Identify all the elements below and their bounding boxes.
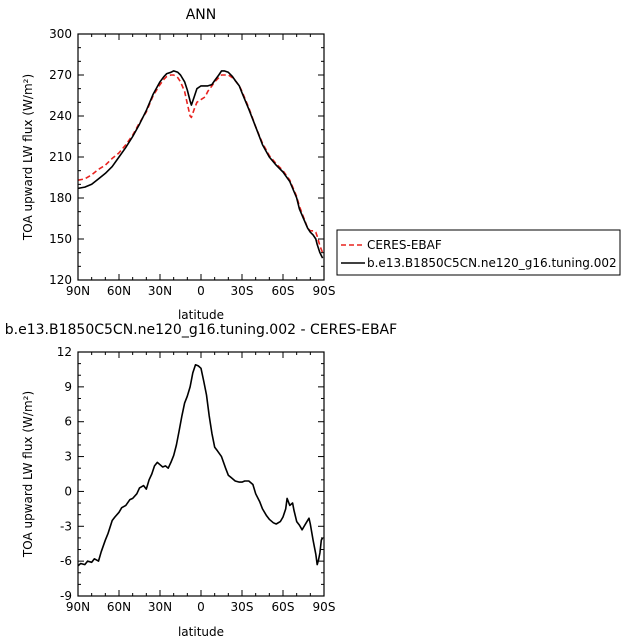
- bottom-ytick-label: -6: [60, 554, 72, 568]
- top-x-axis-label: latitude: [178, 308, 224, 322]
- top-y-axis-label-text: TOA upward LW flux (W/m²): [21, 74, 35, 241]
- top-xtick-label: 60N: [107, 284, 131, 298]
- top-xtick-label: 0: [197, 284, 205, 298]
- top-line-0-ceres-ebaf: [77, 74, 324, 253]
- bottom-panel-title: b.e13.B1850C5CN.ne120_g16.tuning.002 - C…: [5, 322, 397, 338]
- top-plot-frame: [77, 33, 325, 281]
- bottom-ytick-label: 6: [64, 415, 72, 429]
- top-line-1-b-e13-b1850c5cn-ne120-g16-tuning-002: [77, 70, 324, 259]
- top-ytick-label: 240: [49, 109, 72, 123]
- bottom-ytick-label: 3: [64, 450, 72, 464]
- top-ytick-label: 180: [49, 191, 72, 205]
- bottom-x-axis-label: latitude: [178, 625, 224, 639]
- bottom-ytick-label: 12: [57, 345, 72, 359]
- top-legend: CERES-EBAF b.e13.B1850C5CN.ne120_g16.tuni…: [336, 229, 621, 276]
- top-ytick-label: 270: [49, 68, 72, 82]
- bottom-xtick-label: 30S: [231, 600, 254, 614]
- top-xtick-label: 90N: [66, 284, 90, 298]
- bottom-y-axis-label-text: TOA upward LW flux (W/m²): [21, 391, 35, 558]
- bottom-xtick-label: 90N: [66, 600, 90, 614]
- legend-frame: [336, 229, 621, 276]
- top-y-axis-label: TOA upward LW flux (W/m²): [21, 74, 35, 241]
- top-panel-title: ANN: [186, 7, 217, 23]
- bottom-ytick-label: -3: [60, 519, 72, 533]
- bottom-panel: b.e13.B1850C5CN.ne120_g16.tuning.002 - C…: [5, 322, 397, 639]
- top-panel: ANN 120 150 180 210 240 270 300 90N 60N 30N 0 30S 60…: [21, 7, 621, 322]
- top-xtick-label: 60S: [272, 284, 295, 298]
- top-ytick-label: 300: [49, 27, 72, 41]
- bottom-line-0-series: [77, 363, 324, 567]
- top-ytick-label: 120: [49, 273, 72, 287]
- bottom-xtick-label: 0: [197, 600, 205, 614]
- legend-label-1: b.e13.B1850C5CN.ne120_g16.tuning.002: [367, 256, 617, 270]
- top-xtick-label: 30N: [148, 284, 172, 298]
- bottom-ytick-label: -9: [60, 589, 72, 603]
- bottom-xtick-label: 60S: [272, 600, 295, 614]
- bottom-ytick-label: 9: [64, 380, 72, 394]
- bottom-xtick-label: 90S: [313, 600, 336, 614]
- bottom-y-axis-label: TOA upward LW flux (W/m²): [21, 391, 35, 558]
- top-plot-area: 120 150 180 210 240 270 300 90N 60N 30N 0 30S 60S 90S: [49, 27, 335, 298]
- bottom-xtick-label: 60N: [107, 600, 131, 614]
- bottom-ytick-label: 0: [64, 484, 72, 498]
- top-xtick-label: 30S: [231, 284, 254, 298]
- top-xtick-label: 90S: [313, 284, 336, 298]
- top-ytick-label: 210: [49, 150, 72, 164]
- bottom-plot-frame: [77, 351, 325, 597]
- top-ytick-label: 150: [49, 232, 72, 246]
- bottom-xtick-label: 30N: [148, 600, 172, 614]
- bottom-plot-area: -9 -6 -3 0 3 6 9 12 90N 60N 30N 0 30S 60S 90S: [57, 345, 336, 614]
- legend-label-0: CERES-EBAF: [367, 238, 442, 252]
